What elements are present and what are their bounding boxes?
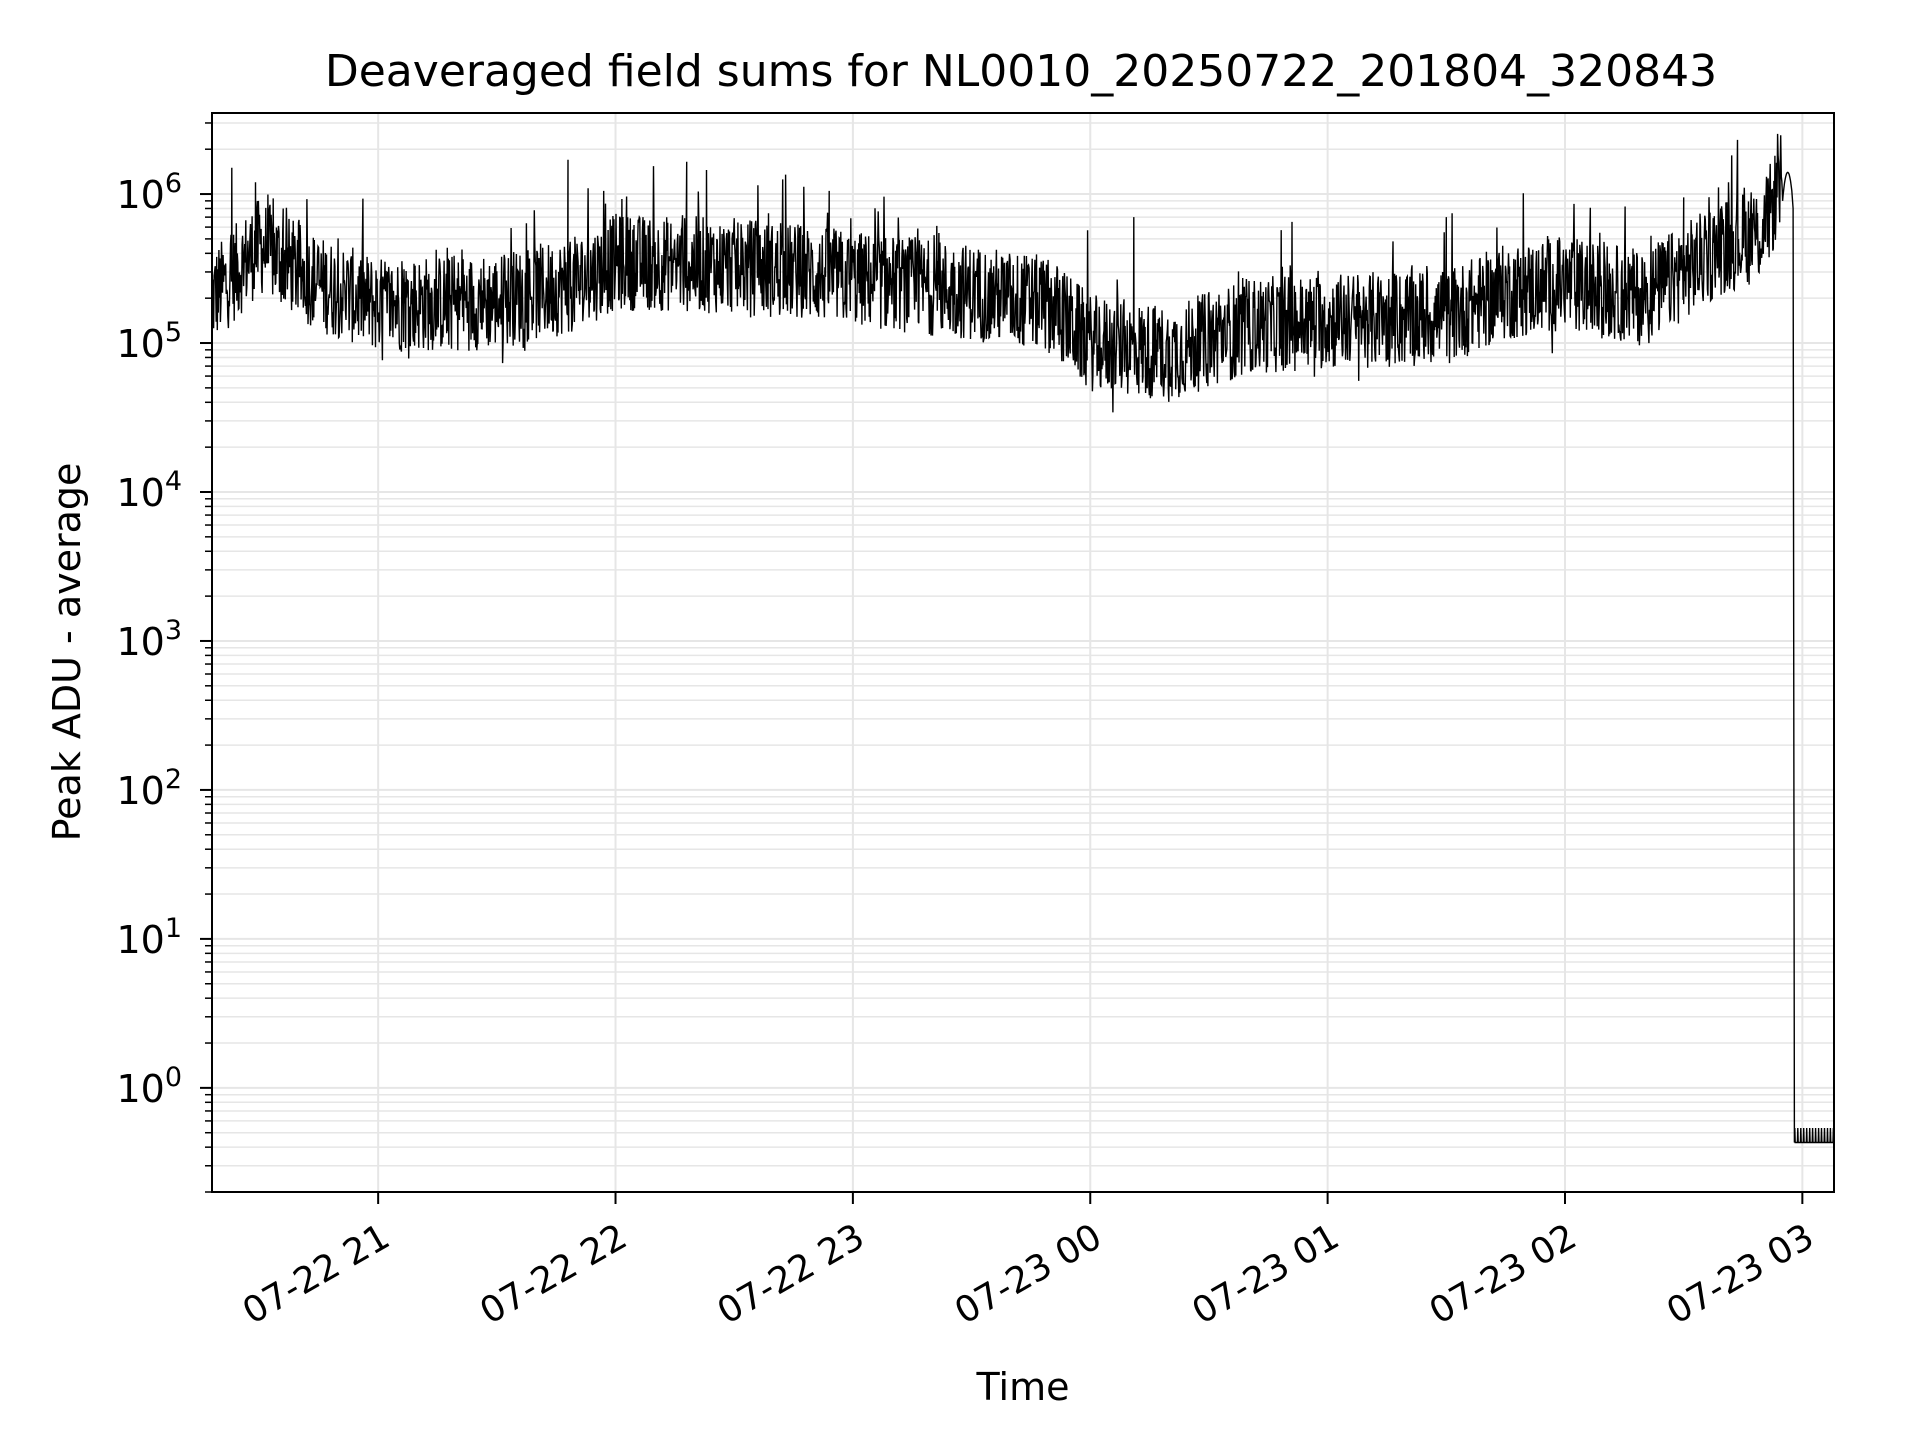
x-axis-label: Time: [976, 1365, 1070, 1409]
y-tick-label: 100: [116, 1062, 182, 1111]
chart-title: Deaveraged field sums for NL0010_2025072…: [325, 46, 1717, 97]
y-axis-label: Peak ADU - average: [45, 463, 89, 842]
series-line: [211, 133, 1835, 1144]
y-tick-label: 101: [116, 913, 182, 962]
y-tick-label: 103: [116, 615, 182, 664]
grid-minor: [212, 122, 1834, 1193]
y-tick-label: 106: [116, 168, 182, 217]
y-tick-label: 105: [116, 317, 182, 366]
plot-frame: [211, 112, 1835, 1193]
y-tick-label: 102: [116, 764, 182, 813]
y-axis: 100 101 102 103 104 105 106: [116, 122, 212, 1193]
y-tick-label: 104: [116, 466, 182, 515]
series-path: [211, 133, 1835, 1144]
